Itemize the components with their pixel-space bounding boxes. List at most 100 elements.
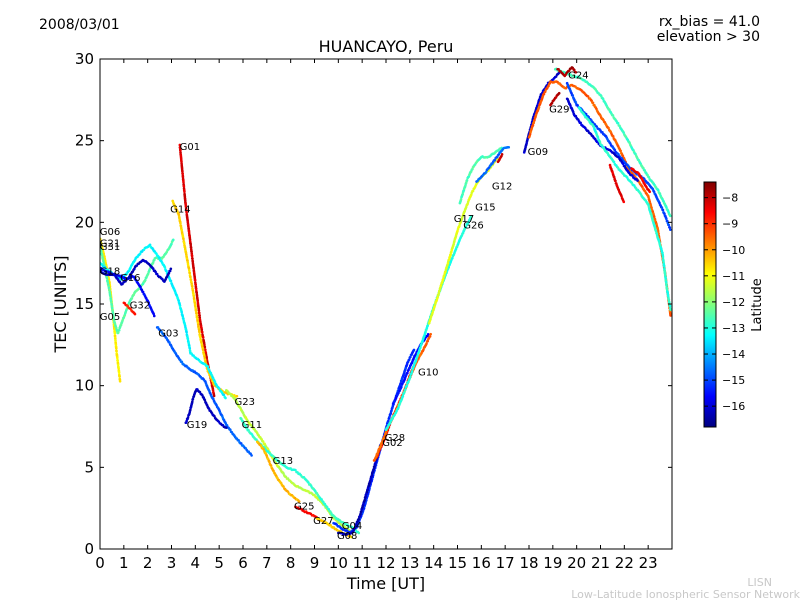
x-tick-label: 1 [119,554,129,572]
data-point [426,324,430,327]
data-point [201,348,205,352]
data-point [612,175,616,179]
data-point [542,92,546,96]
data-point [199,336,202,339]
x-tick-label: 3 [167,554,177,572]
data-point [158,256,161,260]
data-point [100,254,104,257]
data-point [186,337,190,341]
satellite-label: G31 [100,242,120,253]
data-point [569,104,572,107]
satellite-label: G06 [100,227,120,238]
y-tick-label: 10 [75,377,94,395]
data-point [469,193,473,196]
data-point [668,301,671,304]
colorbar-tick-label: −15 [722,374,745,387]
data-point [400,385,403,389]
data-point [151,267,155,270]
data-point [357,531,361,535]
data-point [294,468,297,472]
data-point [429,332,432,336]
data-point [201,336,205,339]
data-point [598,140,602,144]
colorbar-ticks: −8 −9 −10 −11 −12 −13 −14 −15 −16 [704,192,745,413]
x-tick-label: 16 [472,554,491,572]
data-point [359,510,363,513]
satellite-label: G08 [337,531,357,542]
colorbar-gradient [703,181,717,428]
data-point [190,254,194,258]
data-point [185,330,188,334]
data-point [537,105,541,109]
data-point [282,485,285,488]
satellite-label: G04 [342,521,362,532]
x-tick-label: 23 [639,554,658,572]
series-track-g19 [184,388,228,429]
data-point [614,179,617,183]
data-point [387,419,390,423]
data-point [419,346,422,349]
x-tick-label: 15 [448,554,467,572]
data-point [607,126,610,130]
data-point [185,211,188,214]
x-tick-label: 5 [214,554,224,572]
data-point [554,75,558,78]
data-point [185,419,188,423]
series-track-g01 [178,143,216,398]
data-point [192,294,196,298]
colorbar-tick-label: −11 [722,270,745,283]
data-point [204,348,207,352]
data-point [441,277,445,281]
data-point [307,481,310,484]
data-point [667,298,671,302]
data-point [622,200,626,204]
data-point [168,269,172,273]
data-point [100,250,103,253]
data-point [114,343,118,346]
data-point [188,271,192,275]
data-point [178,143,182,147]
data-point [616,121,620,125]
satellite-label: G03 [158,328,178,339]
credit-network: Low-Latitude Ionospheric Sensor Network [571,588,800,601]
data-point [151,261,155,264]
data-point [592,125,596,128]
data-point [182,242,186,245]
data-point [181,175,185,179]
satellite-label: G28 [385,433,405,444]
data-point [250,454,253,457]
data-point [531,123,535,127]
series-track [630,167,652,194]
colorbar-tick-label: −16 [722,400,745,413]
x-tick-label: 2 [143,554,153,572]
data-point [416,354,419,357]
data-point [500,153,504,156]
data-point [261,440,265,443]
data-point [469,215,473,218]
data-point [244,424,247,428]
satellite-label: G17 [454,214,474,225]
x-axis: 0 1 2 3 4 5 6 7 8 9 10 11 12 13 14 15 16 17 18 19 20 21 22 23 [95,59,658,572]
data-point [661,208,665,212]
x-tick-label: 12 [376,554,395,572]
series-track-g21 [100,238,175,335]
series-track-g11 [239,416,361,535]
data-point [586,95,590,98]
data-point [182,237,185,241]
data-point [165,269,168,273]
data-point [111,313,115,317]
data-point [170,242,173,246]
data-point [410,369,414,373]
data-point [262,448,265,451]
series-track-g29 [527,80,672,317]
data-point [370,474,374,477]
data-point [198,330,201,334]
data-point [147,301,151,305]
data-point [181,170,184,173]
data-point [388,415,391,419]
x-tick-label: 11 [353,554,372,572]
data-point [228,428,232,432]
data-point [217,387,221,390]
data-point [668,304,672,308]
